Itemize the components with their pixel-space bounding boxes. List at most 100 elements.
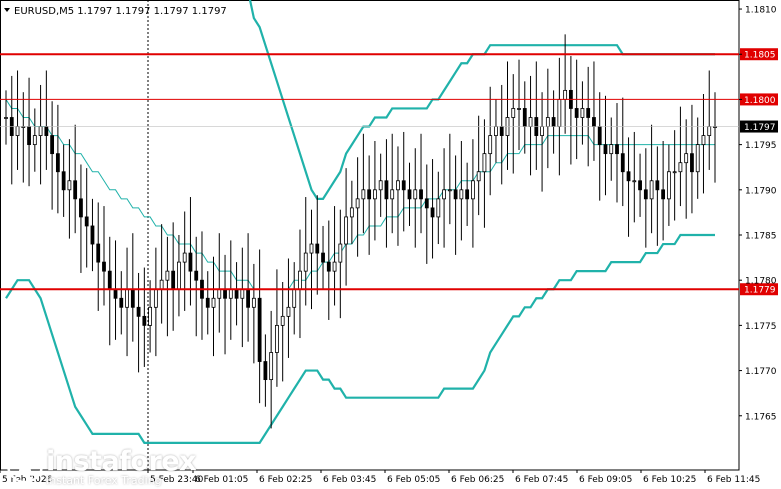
candle xyxy=(315,195,320,295)
plot-area xyxy=(0,0,740,471)
candle xyxy=(701,94,706,194)
candle xyxy=(482,119,487,228)
candle xyxy=(638,153,642,217)
candle xyxy=(165,236,170,337)
candle xyxy=(73,124,78,234)
candle xyxy=(626,137,631,237)
candle xyxy=(661,141,666,241)
candle xyxy=(286,258,291,358)
candle xyxy=(471,139,475,248)
candle xyxy=(609,117,614,181)
candle xyxy=(447,133,452,225)
x-tick-label: 6 Feb 01:05 xyxy=(195,475,248,485)
svg-text:1.1779: 1.1779 xyxy=(744,286,776,296)
bollinger-lower-line xyxy=(5,233,715,444)
candle xyxy=(280,282,285,382)
candle xyxy=(321,225,325,290)
candle xyxy=(586,66,591,167)
candle xyxy=(55,104,60,214)
candle xyxy=(666,144,671,226)
candle xyxy=(142,267,147,367)
x-tick-label: 6 Feb 02:25 xyxy=(259,475,312,485)
y-tick-label: 1.1785 xyxy=(745,232,777,242)
candle xyxy=(684,119,689,219)
candle xyxy=(188,197,193,306)
x-tick-label: 5 Feb 2026 xyxy=(2,475,53,485)
x-tick-label: 6 Feb 07:45 xyxy=(515,475,568,485)
candle xyxy=(436,171,441,245)
candle xyxy=(672,130,677,221)
candle xyxy=(678,106,683,207)
candle xyxy=(476,115,481,216)
candle xyxy=(442,148,446,248)
level-label-0: 1.1805 xyxy=(740,48,778,61)
candle xyxy=(488,86,493,196)
svg-text:1.1800: 1.1800 xyxy=(744,96,776,106)
x-tick-label: 6 Feb 11:45 xyxy=(707,475,760,485)
x-tick-label: 6 Feb 09:05 xyxy=(579,475,632,485)
candle xyxy=(119,271,124,335)
bollinger-middle-line xyxy=(5,99,715,290)
candle xyxy=(695,117,700,199)
candle xyxy=(690,104,694,214)
candle xyxy=(390,133,395,234)
candle xyxy=(603,95,608,196)
candle xyxy=(338,209,343,319)
x-tick-label: 6 Feb 05:05 xyxy=(387,475,440,485)
y-tick-label: 1.1775 xyxy=(745,322,777,332)
candle xyxy=(84,168,89,268)
candle xyxy=(655,146,660,246)
dropdown-triangle-icon[interactable] xyxy=(4,8,10,12)
candle xyxy=(419,133,423,234)
candle xyxy=(396,146,400,246)
y-tick-label: 1.1780 xyxy=(745,277,777,287)
candle xyxy=(211,256,216,357)
logo-tagline: Instant Forex Trading xyxy=(46,474,162,487)
candle xyxy=(303,197,308,306)
candle xyxy=(643,148,648,248)
candle xyxy=(453,155,458,255)
chart-title: EURUSD,M5 1.1797 1.1797 1.1797 1.1797 xyxy=(14,6,227,17)
y-tick-label: 1.1770 xyxy=(745,367,777,377)
candle xyxy=(96,202,101,311)
level-label-1: 1.1800 xyxy=(740,93,778,106)
candle xyxy=(67,139,72,239)
level-label-2: 1.1779 xyxy=(740,283,778,296)
candle xyxy=(326,220,331,320)
candle xyxy=(413,148,418,248)
x-tick-label: 6 Feb 10:25 xyxy=(643,475,696,485)
candle xyxy=(50,101,55,210)
candle xyxy=(511,74,516,174)
bollinger-upper-line xyxy=(248,0,715,200)
candle xyxy=(459,141,464,241)
candle xyxy=(61,144,66,217)
candle xyxy=(378,153,383,217)
candle xyxy=(407,162,412,226)
candle xyxy=(205,271,210,335)
x-tick-label: 5 Feb 23:40 xyxy=(150,475,204,485)
candle xyxy=(309,209,314,310)
logo-star-icon xyxy=(6,446,44,484)
instaforex-logo: instaforex Instant Forex Trading xyxy=(4,444,197,489)
svg-text:1.1797: 1.1797 xyxy=(744,123,776,133)
x-tick-label: 6 Feb 06:25 xyxy=(451,475,504,485)
candle xyxy=(465,162,470,226)
candle xyxy=(349,180,354,245)
candle xyxy=(344,168,348,286)
candle xyxy=(430,159,435,259)
candle xyxy=(373,141,377,241)
candle xyxy=(79,164,83,273)
candle xyxy=(517,59,521,151)
candle xyxy=(263,334,268,407)
y-tick-label: 1.1795 xyxy=(745,141,777,151)
candle xyxy=(574,59,579,160)
candle xyxy=(401,131,406,232)
y-tick-label: 1.1790 xyxy=(745,186,777,196)
candle xyxy=(620,97,625,207)
y-tick-label: 1.1810 xyxy=(745,6,777,16)
current-price-label: 1.1797 xyxy=(740,120,778,133)
candle xyxy=(32,108,37,172)
x-tick-label: 6 Feb 03:45 xyxy=(323,475,376,485)
